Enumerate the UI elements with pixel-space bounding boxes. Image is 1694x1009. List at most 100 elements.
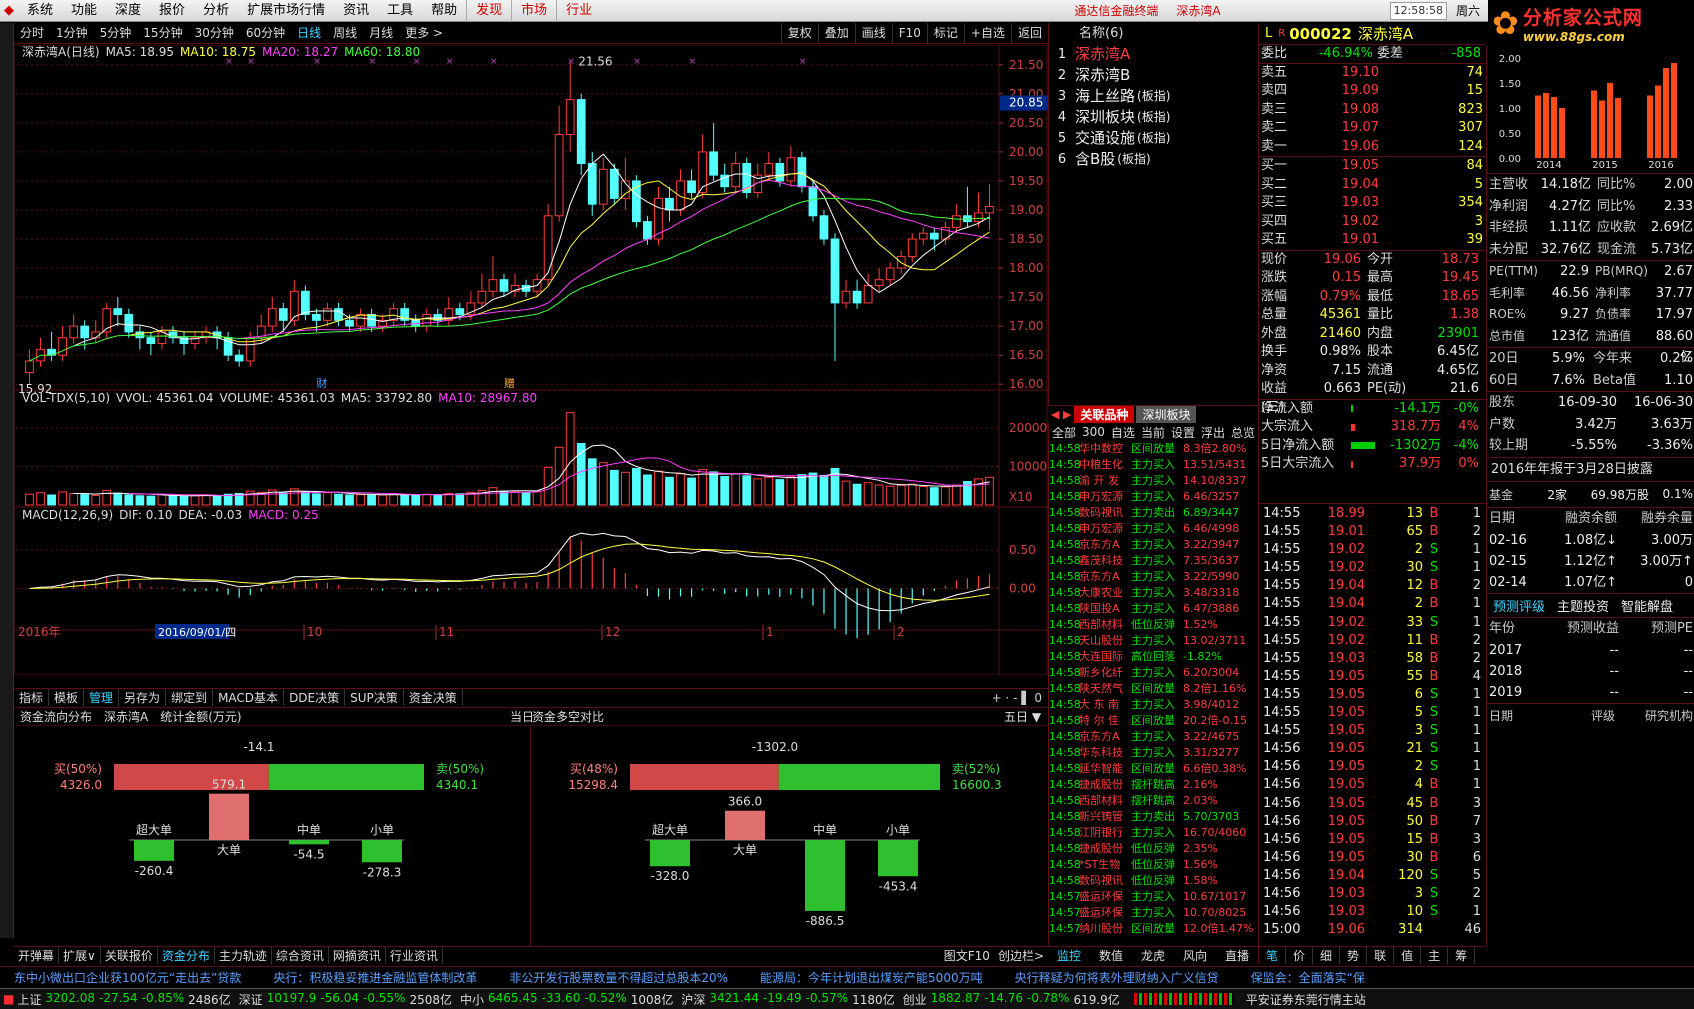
monitor-row[interactable]: 14:58 延华智能 区间放量 6.6倍0.38% — [1049, 761, 1258, 777]
related-item[interactable]: 4 深圳板块 (板指) — [1049, 107, 1258, 128]
event-mark-1[interactable]: 赠 — [504, 376, 515, 390]
tick-tab-5[interactable]: 值 — [1394, 947, 1422, 964]
monitor-row[interactable]: 14:57 盛运环保 主力买入 10.70/8025 — [1049, 905, 1258, 921]
indicator-tab-5[interactable]: MACD基本 — [213, 689, 285, 706]
monitor-row[interactable]: 14:58 申万宏源 主力买入 6.46/3257 — [1049, 489, 1258, 505]
promo-terminal[interactable]: 通达信金融终端 — [1074, 3, 1159, 18]
buy-row[interactable]: 买五 19.01 39 — [1259, 231, 1486, 250]
menu-item-10[interactable]: 市场 — [511, 0, 556, 22]
monitor-row[interactable]: 14:58 京东方A 主力买入 3.22/5990 — [1049, 569, 1258, 585]
chart-tool-1[interactable]: 叠加 — [817, 22, 855, 44]
indicator-tab-0[interactable]: 指标 — [14, 689, 50, 706]
ticker-item[interactable]: 东中小微出口企业获100亿元“走出去”贷款 — [14, 970, 242, 985]
related-item[interactable]: 5 交通设施 (板指) — [1049, 128, 1258, 149]
forecast-tab-1[interactable]: 主题投资 — [1557, 599, 1610, 615]
monitor-row[interactable]: 14:58 天山股份 主力买入 13.02/3711 — [1049, 633, 1258, 649]
menu-item-9[interactable]: 发现 — [466, 0, 511, 22]
index-zx[interactable]: 中小 6465.45 -33.60 -0.52% 1008亿 — [460, 991, 681, 1008]
tab-related[interactable]: 关联品种 — [1074, 405, 1135, 423]
sell-row[interactable]: 卖三 19.08 823 — [1259, 101, 1486, 120]
monitor-tab-3[interactable]: 当前 — [1140, 425, 1165, 440]
ticker-item[interactable]: 央行释疑为何将表外理财纳入广义信贷 — [1014, 970, 1219, 985]
ticker-item[interactable]: 央行：积极稳妥推进金融监管体制改革 — [273, 970, 478, 985]
tick-tab-6[interactable]: 主 — [1421, 947, 1449, 964]
kline-chart[interactable]: 21.5021.0020.5020.0019.5019.0018.5018.00… — [14, 45, 1048, 675]
monitor-row[interactable]: 14:58 鑫茂科技 主力买入 7.35/3637 — [1049, 553, 1258, 569]
ticker-item[interactable]: 保监会：全面落实“保 — [1250, 970, 1365, 985]
monitor-row[interactable]: 14:58 渝 开 发主力买入 14.10/8337 — [1049, 473, 1258, 489]
monitor-row[interactable]: 14:58 中粮生化 主力买入 13.51/5431 — [1049, 457, 1258, 473]
monitor-row[interactable]: 14:58 数码视讯 主力卖出 6.89/3447 — [1049, 505, 1258, 521]
buy-row[interactable]: 买四 19.02 3 — [1259, 213, 1486, 232]
monitor-bottom-tab-0[interactable]: 监控 — [1057, 949, 1082, 963]
monitor-row[interactable]: 14:58 陕天然气 区间放量 8.2倍1.16% — [1049, 681, 1258, 697]
period-tab-5[interactable]: 60分钟 — [245, 25, 286, 40]
related-item[interactable]: 1 深赤湾A — [1049, 44, 1258, 65]
index-sz[interactable]: 深证 10197.9 -56.04 -0.55% 2508亿 — [239, 991, 460, 1008]
lower-tab-6[interactable]: 网摘资讯 — [329, 947, 386, 964]
monitor-row[interactable]: 14:58 京东方A 主力买入 3.22/4675 — [1049, 729, 1258, 745]
period-tab-9[interactable]: 更多 > — [405, 25, 444, 40]
menu-item-5[interactable]: 扩展市场行情 — [247, 2, 326, 18]
related-item[interactable]: 6 含B股 (板指) — [1049, 149, 1258, 170]
ticker-item[interactable]: 能源局：今年计划退出煤炭产能5000万吨 — [760, 970, 983, 985]
tick-tab-3[interactable]: 势 — [1340, 947, 1368, 964]
buy-row[interactable]: 买三 19.03 354 — [1259, 194, 1486, 213]
menu-item-0[interactable]: 系统 — [27, 2, 54, 18]
lower-tab-2[interactable]: 关联报价 — [101, 947, 158, 964]
promo-stock[interactable]: 深赤湾A — [1176, 3, 1221, 18]
monitor-row[interactable]: 14:58 华中数控 区间放量 8.3倍2.80% — [1049, 441, 1258, 457]
zoom-controls[interactable]: + · - ▌ 0 — [991, 690, 1042, 705]
related-item[interactable]: 2 深赤湾B — [1049, 65, 1258, 86]
menu-item-1[interactable]: 功能 — [71, 2, 98, 18]
menu-item-4[interactable]: 分析 — [203, 2, 230, 18]
lower-right-tab-0[interactable]: 图文F10 — [943, 949, 990, 963]
sell-row[interactable]: 卖五 19.10 74 — [1259, 64, 1486, 83]
fund-five-day[interactable]: 五日 ▼ — [1004, 710, 1042, 724]
menu-item-8[interactable]: 帮助 — [431, 2, 458, 18]
monitor-row[interactable]: 14:57 纳川股份 区间放量 12.0倍1.47% — [1049, 921, 1258, 937]
chart-tool-5[interactable]: +自选 — [963, 22, 1011, 44]
forecast-tab-2[interactable]: 智能解盘 — [1621, 599, 1674, 615]
monitor-row[interactable]: 14:58 大连国际 高位回落 -1.82% — [1049, 649, 1258, 665]
chart-tool-2[interactable]: 画线 — [854, 22, 892, 44]
monitor-row[interactable]: 14:58 申万宏源 主力买入 6.46/4998 — [1049, 521, 1258, 537]
monitor-row[interactable]: 14:58 特 尔 佳区间放量 20.2倍-0.15 — [1049, 713, 1258, 729]
period-tab-2[interactable]: 5分钟 — [99, 25, 132, 40]
monitor-tab-6[interactable]: 总览 — [1230, 425, 1255, 440]
lower-tab-3[interactable]: 资金分布 — [158, 947, 215, 964]
tick-tab-1[interactable]: 价 — [1286, 947, 1314, 964]
monitor-row[interactable]: 14:58 捷成股份 摆杆跳高 2.16% — [1049, 777, 1258, 793]
monitor-row[interactable]: 14:58 大 东 南主力买入 3.98/4012 — [1049, 697, 1258, 713]
menu-item-11[interactable]: 行业 — [556, 0, 601, 22]
related-item[interactable]: 3 海上丝路 (板指) — [1049, 86, 1258, 107]
monitor-row[interactable]: 14:58 陕国投A 主力买入 6.47/3886 — [1049, 601, 1258, 617]
tick-tab-4[interactable]: 联 — [1367, 947, 1395, 964]
tab-sz-board[interactable]: 深圳板块 — [1136, 405, 1197, 423]
period-tab-6[interactable]: 日线 — [297, 25, 322, 40]
period-tab-1[interactable]: 1分钟 — [56, 25, 88, 40]
menu-item-3[interactable]: 报价 — [159, 2, 186, 18]
app-icon[interactable]: ◆ — [4, 2, 14, 18]
chart-tool-3[interactable]: F10 — [891, 22, 927, 44]
indicator-tab-2[interactable]: 管理 — [84, 689, 120, 706]
monitor-row[interactable]: 14:58 数码视讯 低位反弹 1.58% — [1049, 873, 1258, 889]
buy-row[interactable]: 买二 19.04 5 — [1259, 176, 1486, 195]
monitor-bottom-tab-2[interactable]: 龙虎 — [1141, 949, 1166, 963]
period-tab-8[interactable]: 月线 — [369, 25, 394, 40]
lower-tab-7[interactable]: 行业资讯 — [386, 947, 443, 964]
period-tab-3[interactable]: 15分钟 — [143, 25, 183, 40]
monitor-row[interactable]: 14:58 新乡化纤 主力买入 6.20/3004 — [1049, 665, 1258, 681]
monitor-row[interactable]: 14:57 盛运环保 主力买入 10.67/1017 — [1049, 889, 1258, 905]
lower-tab-1[interactable]: 扩展∨ — [59, 947, 101, 964]
monitor-row[interactable]: 14:58 捷成股份 低位反弹 2.35% — [1049, 841, 1258, 857]
period-tab-0[interactable]: 分时 — [20, 25, 45, 40]
menu-item-2[interactable]: 深度 — [115, 2, 142, 18]
indicator-tab-8[interactable]: 资金决策 — [404, 689, 463, 706]
monitor-tab-1[interactable]: 300 — [1082, 425, 1105, 439]
indicator-tab-3[interactable]: 另存为 — [119, 689, 167, 706]
monitor-row[interactable]: 14:58 华东科技 主力买入 3.31/3277 — [1049, 745, 1258, 761]
indicator-tab-4[interactable]: 绑定到 — [166, 689, 214, 706]
indicator-tab-6[interactable]: DDE决策 — [284, 689, 346, 706]
monitor-tab-0[interactable]: 全部 — [1052, 425, 1077, 440]
